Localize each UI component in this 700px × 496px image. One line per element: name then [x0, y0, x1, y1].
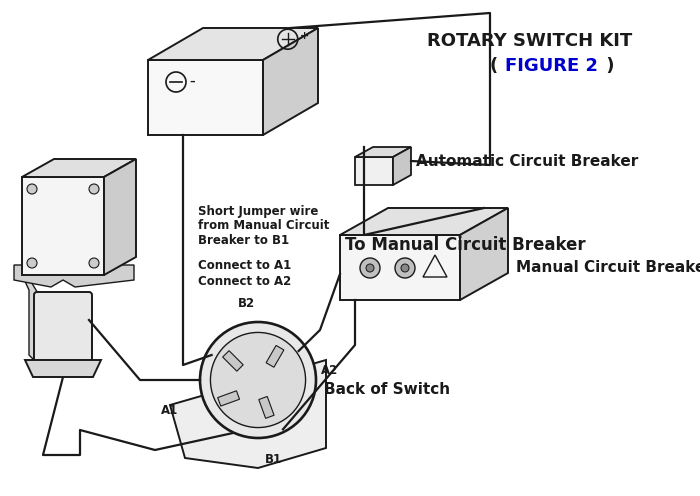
Polygon shape	[259, 396, 274, 418]
Text: Manual Circuit Breaker: Manual Circuit Breaker	[516, 260, 700, 275]
Circle shape	[200, 322, 316, 438]
Polygon shape	[25, 360, 101, 377]
Text: To Manual Circuit Breaker: To Manual Circuit Breaker	[345, 236, 586, 254]
Text: B1: B1	[265, 453, 281, 466]
Polygon shape	[170, 360, 326, 468]
Text: –: –	[189, 77, 195, 87]
Polygon shape	[460, 208, 508, 300]
Polygon shape	[340, 208, 508, 235]
Text: +: +	[300, 31, 309, 41]
Text: Automatic Circuit Breaker: Automatic Circuit Breaker	[416, 153, 638, 169]
Circle shape	[366, 264, 374, 272]
Circle shape	[89, 184, 99, 194]
Circle shape	[27, 184, 37, 194]
Text: Short Jumper wire: Short Jumper wire	[198, 205, 318, 218]
Text: Back of Switch: Back of Switch	[324, 382, 450, 397]
Text: ): )	[600, 57, 615, 75]
FancyBboxPatch shape	[34, 292, 92, 368]
Text: Connect to A1: Connect to A1	[198, 259, 291, 272]
Text: (: (	[489, 57, 504, 75]
Polygon shape	[266, 345, 284, 367]
Polygon shape	[263, 28, 318, 135]
Polygon shape	[14, 265, 134, 287]
Circle shape	[27, 258, 37, 268]
Circle shape	[401, 264, 409, 272]
Polygon shape	[22, 275, 39, 365]
Polygon shape	[22, 159, 136, 177]
Text: A2: A2	[321, 364, 338, 376]
Polygon shape	[148, 28, 318, 60]
Polygon shape	[355, 157, 393, 185]
Polygon shape	[148, 60, 263, 135]
Polygon shape	[355, 147, 411, 157]
Text: ROTARY SWITCH KIT: ROTARY SWITCH KIT	[428, 32, 633, 50]
Text: Breaker to B1: Breaker to B1	[198, 234, 289, 247]
Text: FIGURE 2: FIGURE 2	[505, 57, 598, 75]
Circle shape	[89, 258, 99, 268]
Polygon shape	[22, 177, 104, 275]
Text: A1: A1	[162, 404, 178, 417]
Circle shape	[395, 258, 415, 278]
Polygon shape	[104, 159, 136, 275]
Circle shape	[211, 332, 306, 428]
Text: Connect to A2: Connect to A2	[198, 275, 291, 288]
Polygon shape	[393, 147, 411, 185]
Polygon shape	[218, 391, 239, 406]
Text: B2: B2	[237, 297, 255, 310]
Text: from Manual Circuit: from Manual Circuit	[198, 219, 330, 232]
Circle shape	[360, 258, 380, 278]
Polygon shape	[340, 235, 460, 300]
Polygon shape	[223, 351, 243, 371]
